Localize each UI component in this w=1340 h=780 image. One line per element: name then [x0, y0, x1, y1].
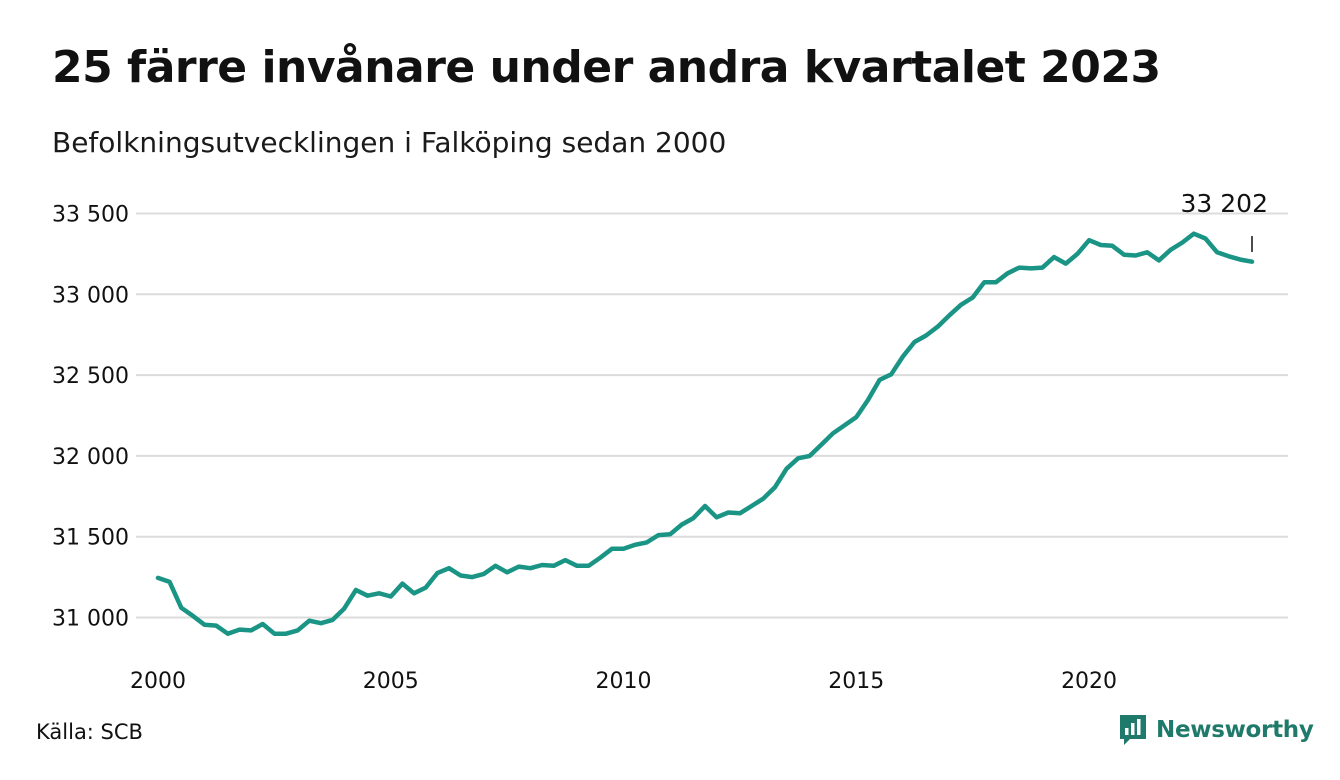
- y-tick-label: 33 000: [52, 283, 129, 308]
- x-tick-label: 2020: [1061, 669, 1117, 694]
- x-tick-label: 2015: [828, 669, 884, 694]
- y-axis-ticks: 31 000 31 500 32 000 32 500 33 000 33 500: [52, 203, 129, 632]
- brand-name: Newsworthy: [1156, 717, 1314, 743]
- grid-lines: [136, 212, 1288, 619]
- y-tick-label: 33 500: [52, 203, 129, 228]
- population-line: [155, 231, 1255, 636]
- series-layer: [155, 231, 1255, 636]
- y-tick-label: 31 000: [52, 607, 129, 632]
- x-axis-ticks: 2000 2005 2010 2015 2020: [130, 669, 1117, 694]
- x-tick-label: 2010: [596, 669, 652, 694]
- y-tick-label: 32 000: [52, 445, 129, 470]
- chart-subtitle: Befolkningsutvecklingen i Falköping seda…: [52, 126, 727, 159]
- brand-logo: Newsworthy: [1118, 713, 1314, 747]
- annotation-layer: 33 202: [1181, 189, 1268, 252]
- y-tick-label: 32 500: [52, 364, 129, 389]
- end-value-label: 33 202: [1181, 189, 1268, 218]
- newsworthy-logo-icon: [1120, 715, 1146, 745]
- source-note: Källa: SCB: [36, 720, 143, 744]
- y-tick-label: 31 500: [52, 526, 129, 551]
- x-tick-label: 2000: [130, 669, 186, 694]
- chart-title: 25 färre invånare under andra kvartalet …: [52, 42, 1161, 93]
- x-tick-label: 2005: [363, 669, 419, 694]
